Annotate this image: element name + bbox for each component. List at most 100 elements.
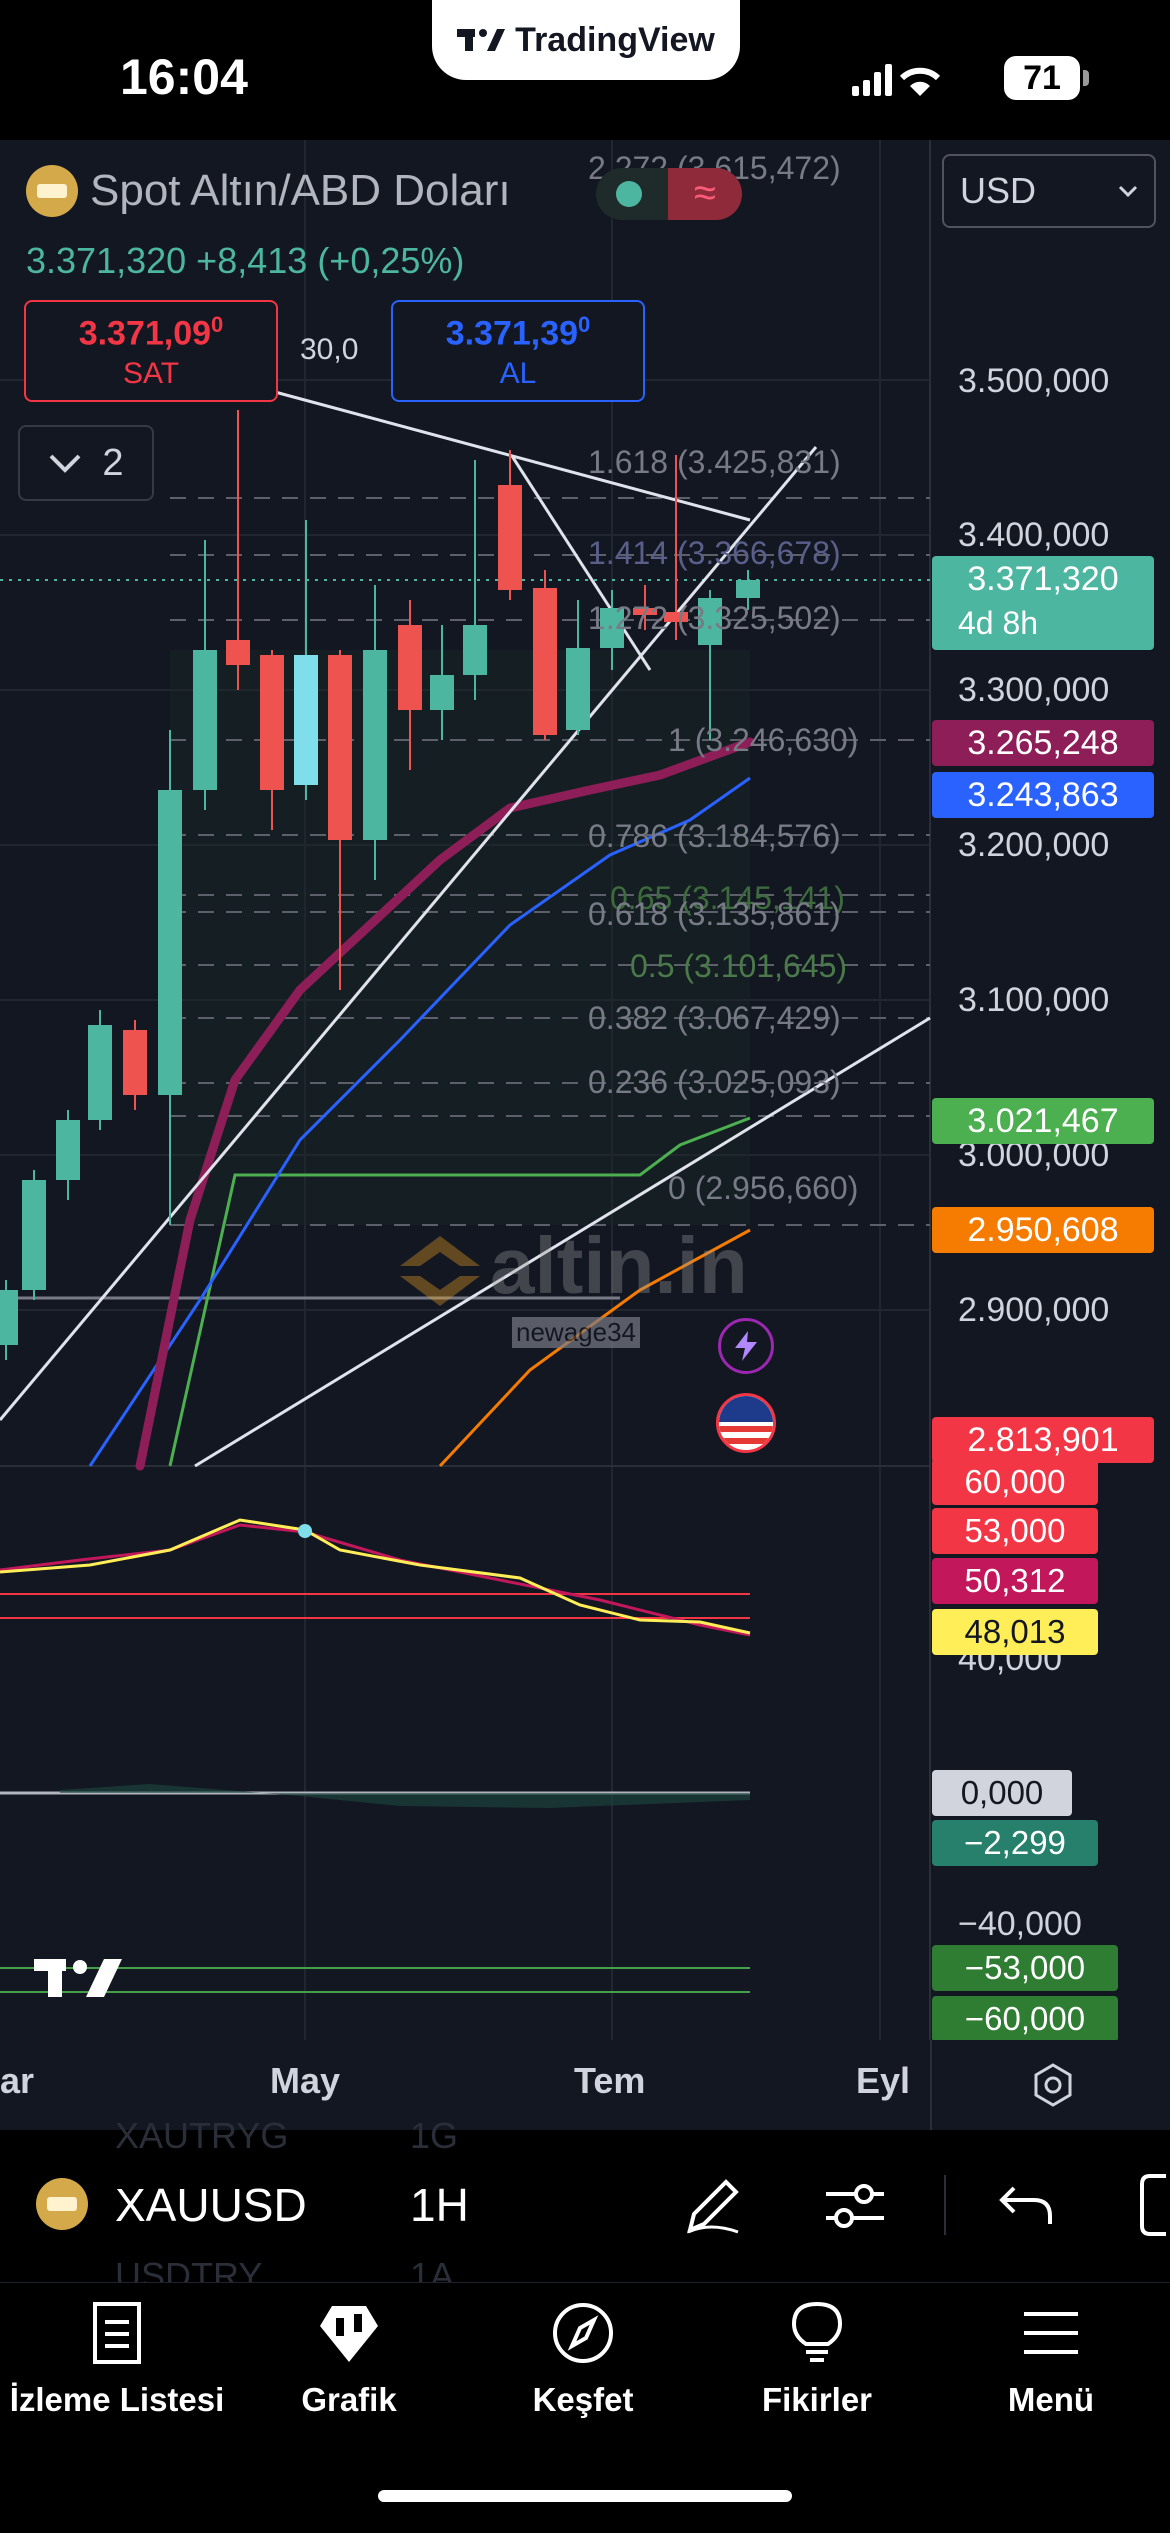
fullscreen-icon[interactable] (1136, 2172, 1170, 2238)
candle-body (698, 598, 722, 645)
chart-icon (320, 2306, 378, 2362)
fib-level-label: 1.272 (3.325,502) (588, 600, 841, 636)
time-axis-label: May (270, 2060, 341, 2101)
candle-body (533, 588, 557, 735)
price-change: +8,413 (196, 240, 308, 281)
fib-level-label: 0 (2.956,660) (668, 1170, 859, 1206)
price-axis-label: 2.900,000 (958, 1291, 1110, 1329)
interval-selector[interactable]: 1H (410, 2179, 469, 2231)
time-axis[interactable] (0, 2040, 1170, 2130)
rsi-value-tag: 48,013 (932, 1609, 1098, 1655)
lower-line-tag: 2.813,901 (932, 1417, 1154, 1463)
price-axis-label: 3.300,000 (958, 671, 1110, 709)
last-price-value: 3.371,320 (967, 560, 1119, 598)
symbol-selector[interactable]: XAUUSD (115, 2179, 307, 2231)
osc-zero-tag: 0,000 (932, 1770, 1072, 1816)
indicators-toggle-button[interactable]: 2 (18, 425, 154, 501)
candle-body (193, 650, 217, 790)
price-axis-label: 3.400,000 (958, 516, 1110, 554)
live-dot-icon (616, 181, 642, 207)
fib-level-label: 1.618 (3.425,831) (588, 444, 841, 480)
wave-icon: ≈ (668, 168, 742, 220)
us-flag-event-icon[interactable] (716, 1393, 776, 1453)
rsi-signal-tag: 50,312 (932, 1558, 1098, 1604)
symbol-toolbar (0, 2130, 1170, 2280)
indicator-settings-icon[interactable] (822, 2178, 888, 2234)
buy-price: 3.371,39 (445, 314, 579, 353)
lightbulb-icon (791, 2301, 843, 2362)
fib-level-label: 1 (3.246,630) (668, 722, 859, 758)
chevron-down-icon (50, 454, 81, 473)
chevron-down-icon (1118, 185, 1138, 197)
price-axis-label: 3.200,000 (958, 826, 1110, 864)
ma-fast-tag: 3.243,863 (932, 772, 1154, 818)
ghost-symbol: XAUTRYG (115, 2115, 289, 2156)
tab-menu[interactable]: Menü (936, 2300, 1166, 2419)
watermark: altin.in (390, 1220, 748, 1312)
tradingview-badge[interactable]: TradingView (432, 0, 740, 80)
time-axis-label: Tem (574, 2060, 646, 2101)
toolbar-divider (944, 2175, 946, 2235)
live-status-pill[interactable]: ≈ (596, 168, 742, 220)
watermark-user: newage34 (512, 1317, 640, 1348)
candle-body (22, 1180, 46, 1290)
rsi-upper-tag: 60,000 (932, 1459, 1098, 1505)
candle-body (123, 1030, 147, 1095)
fib-level-label: 0.5 (3.101,645) (630, 948, 848, 984)
last-price-tag: 3.371,320 4d 8h (932, 556, 1154, 650)
tradingview-chart-logo-icon (34, 1959, 122, 1997)
orange-line-tag: 2.950,608 (932, 1207, 1154, 1253)
candle-body (328, 655, 352, 840)
candle-body (158, 790, 182, 1095)
tab-watchlist[interactable]: İzleme Listesi (2, 2300, 232, 2419)
home-indicator (378, 2490, 792, 2502)
sell-button[interactable]: 3.371,090 SAT (24, 300, 278, 402)
candle-body (363, 650, 387, 840)
quote-line: 3.371,320 +8,413 (+0,25%) (26, 240, 464, 282)
currency-select[interactable]: USD (942, 154, 1156, 228)
candle-body (430, 675, 454, 710)
indicators-count: 2 (102, 441, 124, 484)
pencil-draw-icon[interactable] (680, 2172, 746, 2238)
tab-chart[interactable]: Grafik (234, 2300, 464, 2419)
menu-icon (1024, 2312, 1078, 2354)
tab-ideas[interactable]: Fikirler (702, 2300, 932, 2419)
price-change-pct: (+0,25%) (317, 240, 465, 281)
spread-value: 30,0 (300, 333, 359, 366)
gold-coin-icon (26, 165, 78, 217)
buy-label: AL (499, 357, 537, 391)
candle-body (88, 1025, 112, 1120)
fib-level-label: 0.65 (3.145,141) (610, 880, 845, 916)
ma-slow-tag: 3.265,248 (932, 720, 1154, 766)
axis-settings-button[interactable] (930, 2040, 1170, 2130)
rsi-mid-tag: 53,000 (932, 1508, 1098, 1554)
time-axis-label: Eyl (856, 2060, 911, 2101)
settings-gear-icon (1034, 2063, 1072, 2107)
osc-axis-label: −40,000 (958, 1905, 1082, 1943)
candle-body (260, 655, 284, 790)
symbol-header[interactable]: Spot Altın/ABD Doları (26, 165, 511, 217)
tab-label: Fikirler (761, 2381, 873, 2418)
battery-level: 71 (1004, 56, 1080, 100)
lightning-event-icon[interactable] (718, 1318, 774, 1374)
undo-icon[interactable] (998, 2182, 1054, 2228)
bar-countdown: 4d 8h (958, 605, 1039, 641)
symbol-title: Spot Altın/ABD Doları (90, 166, 511, 215)
time-axis-label: ar (0, 2060, 35, 2101)
watchlist-icon (93, 2302, 141, 2364)
sell-price: 3.371,09 (78, 314, 212, 353)
tab-label: İzleme Listesi (9, 2381, 225, 2418)
price-chart[interactable] (0, 140, 1170, 2040)
tab-label: Keşfet (532, 2381, 634, 2418)
sell-label: SAT (122, 357, 180, 391)
chart-area[interactable]: altin.in newage34 (0, 140, 1170, 2040)
currency-value: USD (960, 170, 1037, 211)
last-price: 3.371,320 (26, 240, 187, 281)
tab-explore[interactable]: Keşfet (468, 2300, 698, 2419)
candle-body (463, 625, 487, 675)
buy-button[interactable]: 3.371,390 AL (391, 300, 645, 402)
fib-level-label: 1.414 (3.366,678) (588, 535, 841, 571)
candle-body (664, 612, 688, 622)
candle-body (600, 608, 624, 648)
candle-body (736, 580, 760, 598)
